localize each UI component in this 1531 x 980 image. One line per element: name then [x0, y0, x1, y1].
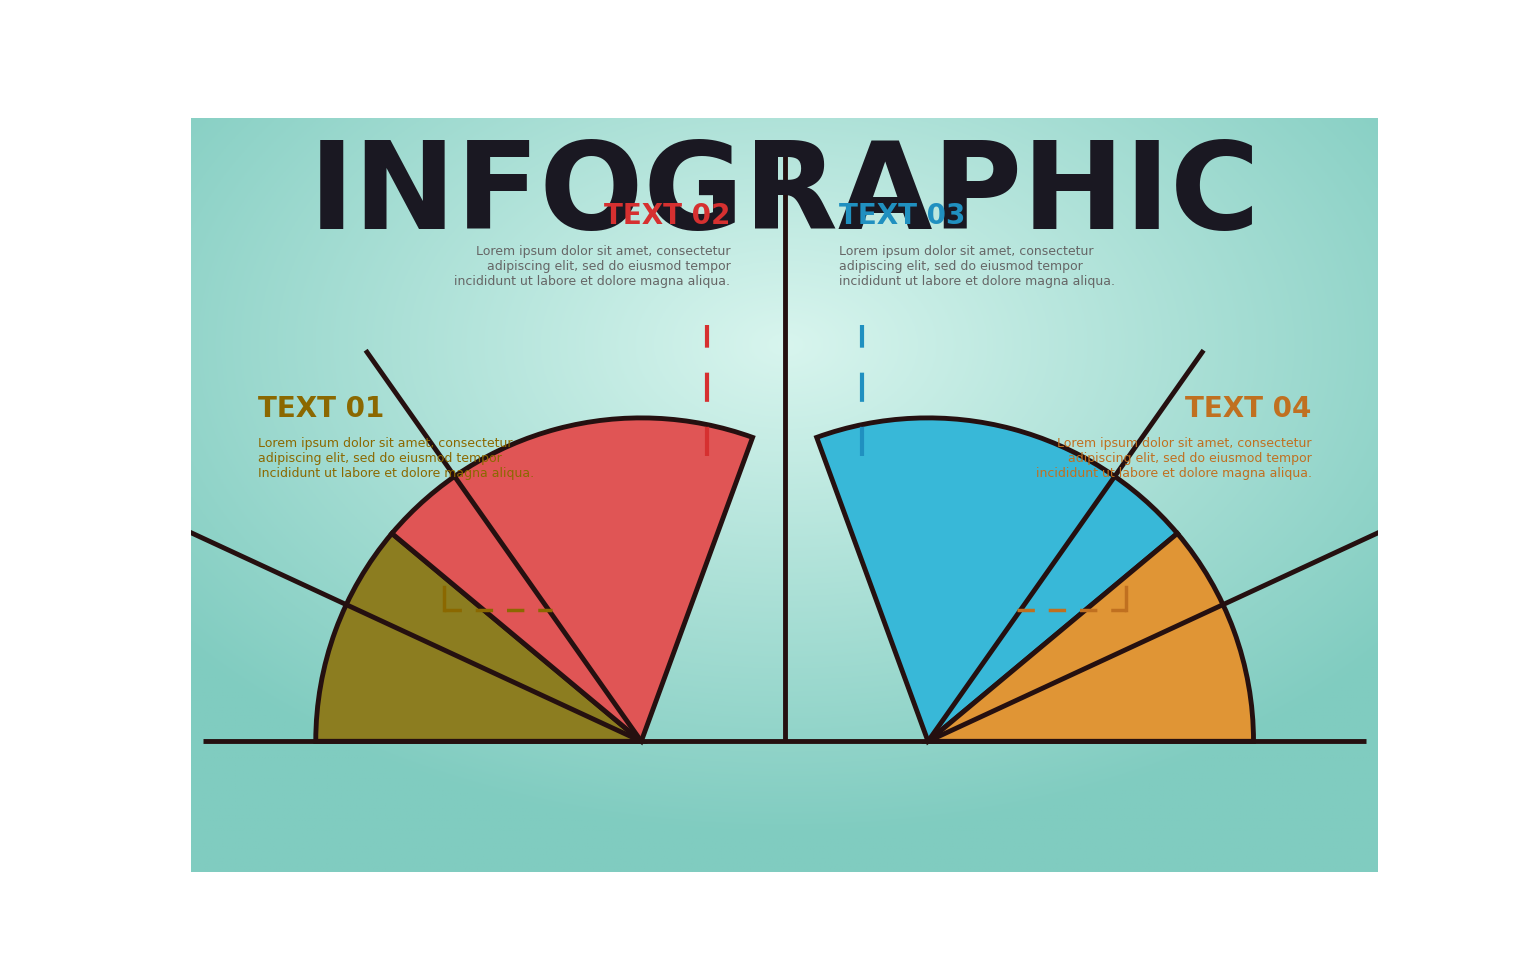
Text: TEXT 02: TEXT 02 [605, 202, 730, 230]
Text: Lorem ipsum dolor sit amet, consectetur
adipiscing elit, sed do eiusmod tempor
i: Lorem ipsum dolor sit amet, consectetur … [455, 245, 730, 288]
Text: Lorem ipsum dolor sit amet, consectetur
adipiscing elit, sed do eiusmod tempor
I: Lorem ipsum dolor sit amet, consectetur … [257, 437, 534, 480]
Text: Lorem ipsum dolor sit amet, consectetur
adipiscing elit, sed do eiusmod tempor
i: Lorem ipsum dolor sit amet, consectetur … [839, 245, 1115, 288]
Wedge shape [928, 533, 1254, 741]
Wedge shape [392, 417, 753, 741]
Text: TEXT 03: TEXT 03 [839, 202, 965, 230]
Text: Lorem ipsum dolor sit amet, consectetur
adipiscing elit, sed do eiusmod tempor
i: Lorem ipsum dolor sit amet, consectetur … [1035, 437, 1312, 480]
Text: INFOGRAPHIC: INFOGRAPHIC [309, 137, 1260, 254]
Text: TEXT 04: TEXT 04 [1185, 395, 1312, 422]
Text: TEXT 01: TEXT 01 [257, 395, 384, 422]
Wedge shape [816, 417, 1177, 741]
Wedge shape [315, 533, 641, 741]
